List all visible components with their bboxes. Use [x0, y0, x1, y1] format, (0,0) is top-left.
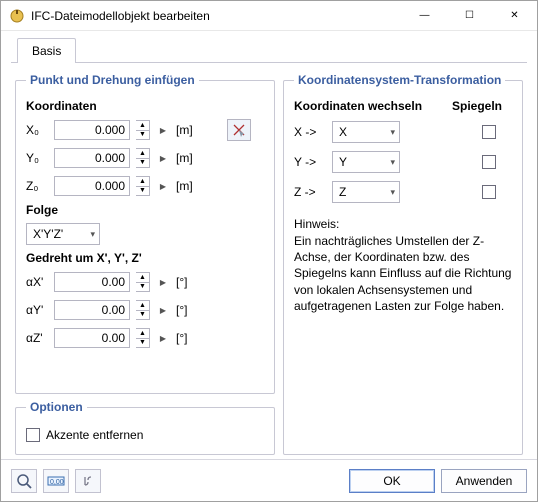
- rot-y-row: αY' ▲▼ ▶ [°]: [26, 299, 264, 321]
- sequence-select[interactable]: X'Y'Z' ▾: [26, 223, 100, 245]
- coord-z-label: Z₀: [26, 179, 48, 193]
- coord-y-input[interactable]: [54, 148, 130, 168]
- rot-z-row: αZ' ▲▼ ▶ [°]: [26, 327, 264, 349]
- hint-title: Hinweis:: [294, 217, 512, 231]
- coord-z-spinner[interactable]: ▲▼: [136, 176, 150, 196]
- mirror-z-checkbox[interactable]: [482, 185, 496, 199]
- transform-group: Koordinatensystem-Transformation Koordin…: [283, 73, 523, 455]
- tab-body: Punkt und Drehung einfügen Koordinaten X…: [11, 63, 527, 459]
- rot-z-spinner[interactable]: ▲▼: [136, 328, 150, 348]
- rot-x-row: αX' ▲▼ ▶ [°]: [26, 271, 264, 293]
- script-button[interactable]: [75, 469, 101, 493]
- swap-y-select[interactable]: Y ▾: [332, 151, 400, 173]
- tab-bar: Basis: [11, 37, 527, 63]
- window-title: IFC-Dateimodellobjekt bearbeiten: [31, 9, 402, 23]
- right-column: Koordinatensystem-Transformation Koordin…: [283, 73, 523, 455]
- swap-y-value: Y: [339, 155, 347, 169]
- swap-z-row: Z -> Z ▾: [294, 181, 512, 203]
- rot-y-input[interactable]: [54, 300, 130, 320]
- transform-subheaders: Koordinaten wechseln Spiegeln: [294, 99, 512, 113]
- coord-x-row: X₀ ▲▼ ▶ [m]: [26, 119, 264, 141]
- window-controls: — ☐ ✕: [402, 1, 537, 31]
- swap-z-value: Z: [339, 185, 346, 199]
- chevron-down-icon: ▾: [390, 157, 395, 168]
- swap-y-row: Y -> Y ▾: [294, 151, 512, 173]
- options-group: Optionen Akzente entfernen: [15, 400, 275, 455]
- tab-basis[interactable]: Basis: [17, 38, 76, 63]
- coord-x-label: X₀: [26, 123, 48, 137]
- rot-y-label: αY': [26, 303, 48, 317]
- titlebar: IFC-Dateimodellobjekt bearbeiten — ☐ ✕: [1, 1, 537, 31]
- rot-x-spinner[interactable]: ▲▼: [136, 272, 150, 292]
- coord-y-step[interactable]: ▶: [156, 148, 170, 168]
- coord-y-label: Y₀: [26, 151, 48, 165]
- app-icon: [9, 8, 25, 24]
- rot-y-spinner[interactable]: ▲▼: [136, 300, 150, 320]
- rot-x-label: αX': [26, 275, 48, 289]
- units-button[interactable]: 0,00: [43, 469, 69, 493]
- sequence-heading: Folge: [26, 203, 264, 217]
- left-column: Punkt und Drehung einfügen Koordinaten X…: [15, 73, 275, 455]
- chevron-down-icon: ▾: [390, 127, 395, 138]
- coords-heading: Koordinaten: [26, 99, 264, 113]
- rot-y-unit: [°]: [176, 303, 187, 317]
- coord-y-row: Y₀ ▲▼ ▶ [m]: [26, 147, 264, 169]
- rot-z-label: αZ': [26, 331, 48, 345]
- swap-x-row: X -> X ▾: [294, 121, 512, 143]
- ok-button[interactable]: OK: [349, 469, 435, 493]
- coord-z-row: Z₀ ▲▼ ▶ [m]: [26, 175, 264, 197]
- coord-x-step[interactable]: ▶: [156, 120, 170, 140]
- coord-z-unit: [m]: [176, 179, 193, 193]
- options-legend: Optionen: [26, 400, 87, 414]
- rot-y-step[interactable]: ▶: [156, 300, 170, 320]
- hint-body: Ein nachträgliches Umstellen der Z-Achse…: [294, 233, 512, 314]
- swap-x-label: X ->: [294, 125, 322, 139]
- rotation-heading: Gedreht um X', Y', Z': [26, 251, 264, 265]
- dialog-window: IFC-Dateimodellobjekt bearbeiten — ☐ ✕ B…: [0, 0, 538, 502]
- remove-accents-row: Akzente entfernen: [26, 422, 264, 444]
- footer: 0,00 OK Anwenden: [1, 459, 537, 501]
- swap-x-select[interactable]: X ▾: [332, 121, 400, 143]
- content-area: Basis Punkt und Drehung einfügen Koordin…: [1, 31, 537, 459]
- swap-y-label: Y ->: [294, 155, 322, 169]
- sequence-value: X'Y'Z': [33, 227, 63, 241]
- remove-accents-label: Akzente entfernen: [46, 428, 143, 442]
- maximize-button[interactable]: ☐: [447, 1, 492, 31]
- insert-point-group: Punkt und Drehung einfügen Koordinaten X…: [15, 73, 275, 394]
- swap-x-value: X: [339, 125, 347, 139]
- transform-legend: Koordinatensystem-Transformation: [294, 73, 505, 87]
- coord-z-step[interactable]: ▶: [156, 176, 170, 196]
- svg-text:0,00: 0,00: [50, 479, 64, 486]
- coord-x-input[interactable]: [54, 120, 130, 140]
- rot-x-unit: [°]: [176, 275, 187, 289]
- insert-point-legend: Punkt und Drehung einfügen: [26, 73, 199, 87]
- mirror-x-checkbox[interactable]: [482, 125, 496, 139]
- help-button[interactable]: [11, 469, 37, 493]
- rot-x-step[interactable]: ▶: [156, 272, 170, 292]
- chevron-down-icon: ▾: [390, 187, 395, 198]
- rot-z-unit: [°]: [176, 331, 187, 345]
- minimize-button[interactable]: —: [402, 1, 447, 31]
- sequence-row: X'Y'Z' ▾: [26, 223, 264, 245]
- apply-button[interactable]: Anwenden: [441, 469, 527, 493]
- chevron-down-icon: ▾: [90, 229, 95, 240]
- remove-accents-checkbox[interactable]: [26, 428, 40, 442]
- coord-y-spinner[interactable]: ▲▼: [136, 148, 150, 168]
- rot-z-step[interactable]: ▶: [156, 328, 170, 348]
- coord-z-input[interactable]: [54, 176, 130, 196]
- coord-y-unit: [m]: [176, 151, 193, 165]
- coord-x-spinner[interactable]: ▲▼: [136, 120, 150, 140]
- mirror-y-checkbox[interactable]: [482, 155, 496, 169]
- swap-z-select[interactable]: Z ▾: [332, 181, 400, 203]
- coord-x-unit: [m]: [176, 123, 193, 137]
- pick-point-button[interactable]: [227, 119, 251, 141]
- mirror-heading: Spiegeln: [452, 99, 502, 113]
- swap-z-label: Z ->: [294, 185, 322, 199]
- rot-z-input[interactable]: [54, 328, 130, 348]
- rot-x-input[interactable]: [54, 272, 130, 292]
- close-button[interactable]: ✕: [492, 1, 537, 31]
- swap-heading: Koordinaten wechseln: [294, 99, 422, 113]
